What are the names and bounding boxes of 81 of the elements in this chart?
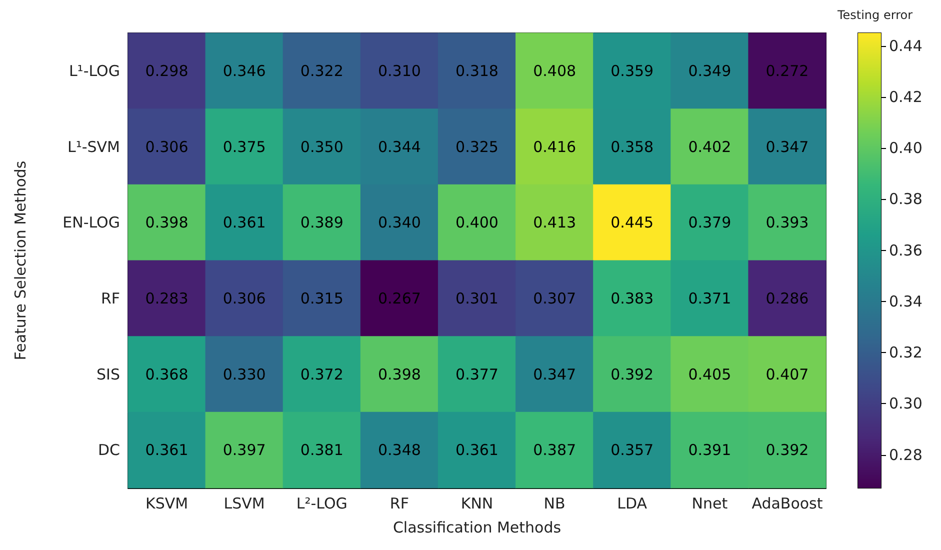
color-bar-label: 0.42 bbox=[889, 88, 922, 106]
x-tick-label: NB bbox=[544, 494, 566, 512]
data-label: 0.387 bbox=[533, 441, 576, 460]
data-label: 0.286 bbox=[766, 289, 809, 308]
data-label: 0.307 bbox=[533, 289, 576, 308]
data-label: 0.301 bbox=[456, 289, 498, 308]
y-tick-label: RF bbox=[100, 289, 120, 308]
data-label: 0.361 bbox=[145, 441, 188, 460]
data-label: 0.372 bbox=[300, 365, 344, 384]
data-label: 0.272 bbox=[766, 62, 809, 80]
data-label: 0.392 bbox=[766, 441, 809, 460]
color-bar-label: 0.32 bbox=[889, 344, 922, 362]
color-bar-label: 0.28 bbox=[889, 446, 922, 464]
data-label: 0.383 bbox=[610, 289, 654, 308]
data-label: 0.368 bbox=[145, 365, 188, 384]
data-label: 0.322 bbox=[300, 62, 344, 80]
data-label: 0.267 bbox=[378, 289, 421, 308]
x-axis-title: Classification Methods bbox=[392, 518, 562, 536]
color-bar-label: 0.40 bbox=[889, 139, 922, 158]
x-tick-label: KSVM bbox=[145, 494, 188, 512]
data-label: 0.398 bbox=[378, 365, 421, 384]
y-tick-label: L¹-SVM bbox=[67, 138, 120, 156]
data-label: 0.379 bbox=[688, 214, 732, 232]
x-tick-label: AdaBoost bbox=[752, 494, 823, 512]
data-label: 0.400 bbox=[456, 214, 498, 232]
data-label: 0.408 bbox=[533, 62, 576, 80]
x-tick-label: L²-LOG bbox=[296, 494, 348, 512]
data-label: 0.348 bbox=[378, 441, 421, 460]
data-label: 0.283 bbox=[145, 289, 188, 308]
x-tick-label: Nnet bbox=[692, 494, 728, 512]
data-label: 0.389 bbox=[300, 214, 344, 232]
data-label: 0.357 bbox=[610, 441, 654, 460]
y-tick-label: DC bbox=[98, 441, 120, 460]
color-bar-label: 0.30 bbox=[889, 394, 922, 413]
data-label: 0.358 bbox=[610, 138, 654, 156]
x-tick-label: KNN bbox=[460, 494, 494, 512]
data-label: 0.393 bbox=[766, 214, 809, 232]
color-bar-label: 0.34 bbox=[889, 292, 922, 310]
data-label: 0.413 bbox=[533, 214, 576, 232]
data-label: 0.346 bbox=[222, 62, 266, 80]
x-tick-label: RF bbox=[390, 494, 409, 512]
data-label: 0.347 bbox=[766, 138, 809, 156]
data-label: 0.330 bbox=[222, 365, 266, 384]
data-label: 0.340 bbox=[378, 214, 421, 232]
data-label: 0.407 bbox=[766, 365, 809, 384]
data-label: 0.397 bbox=[222, 441, 266, 460]
data-label: 0.306 bbox=[222, 289, 266, 308]
data-label: 0.381 bbox=[300, 441, 344, 460]
data-label: 0.347 bbox=[533, 365, 576, 384]
color-bar-label: 0.44 bbox=[889, 36, 922, 55]
color-bar-label: 0.38 bbox=[889, 190, 922, 208]
data-label: 0.349 bbox=[688, 62, 732, 80]
data-label: 0.392 bbox=[610, 365, 654, 384]
y-tick-label: SIS bbox=[96, 365, 120, 384]
data-label: 0.377 bbox=[456, 365, 498, 384]
data-label: 0.405 bbox=[688, 365, 732, 384]
data-label: 0.402 bbox=[688, 138, 732, 156]
data-label: 0.445 bbox=[610, 214, 654, 232]
x-tick-label: LDA bbox=[617, 494, 648, 512]
data-label: 0.298 bbox=[145, 62, 188, 80]
x-tick-label: LSVM bbox=[224, 494, 265, 512]
data-label: 0.371 bbox=[688, 289, 732, 308]
data-label: 0.361 bbox=[456, 441, 498, 460]
data-label: 0.359 bbox=[610, 62, 654, 80]
data-label: 0.416 bbox=[533, 138, 576, 156]
y-tick-label: L¹-LOG bbox=[68, 62, 120, 80]
y-axis-title: Feature Selection Methods bbox=[12, 160, 30, 360]
data-label: 0.375 bbox=[222, 138, 266, 156]
data-label: 0.315 bbox=[300, 289, 344, 308]
data-label: 0.325 bbox=[456, 138, 498, 156]
data-label: 0.350 bbox=[300, 138, 344, 156]
data-label: 0.361 bbox=[222, 214, 266, 232]
data-label: 0.310 bbox=[378, 62, 421, 80]
data-label: 0.391 bbox=[688, 441, 732, 460]
color-bar-title: Testing error bbox=[836, 8, 913, 22]
data-label: 0.344 bbox=[378, 138, 421, 156]
data-label: 0.318 bbox=[456, 62, 498, 80]
color-bar-label: 0.36 bbox=[889, 241, 922, 260]
data-label: 0.306 bbox=[145, 138, 188, 156]
data-label: 0.398 bbox=[145, 214, 188, 232]
y-tick-label: EN-LOG bbox=[62, 214, 120, 232]
